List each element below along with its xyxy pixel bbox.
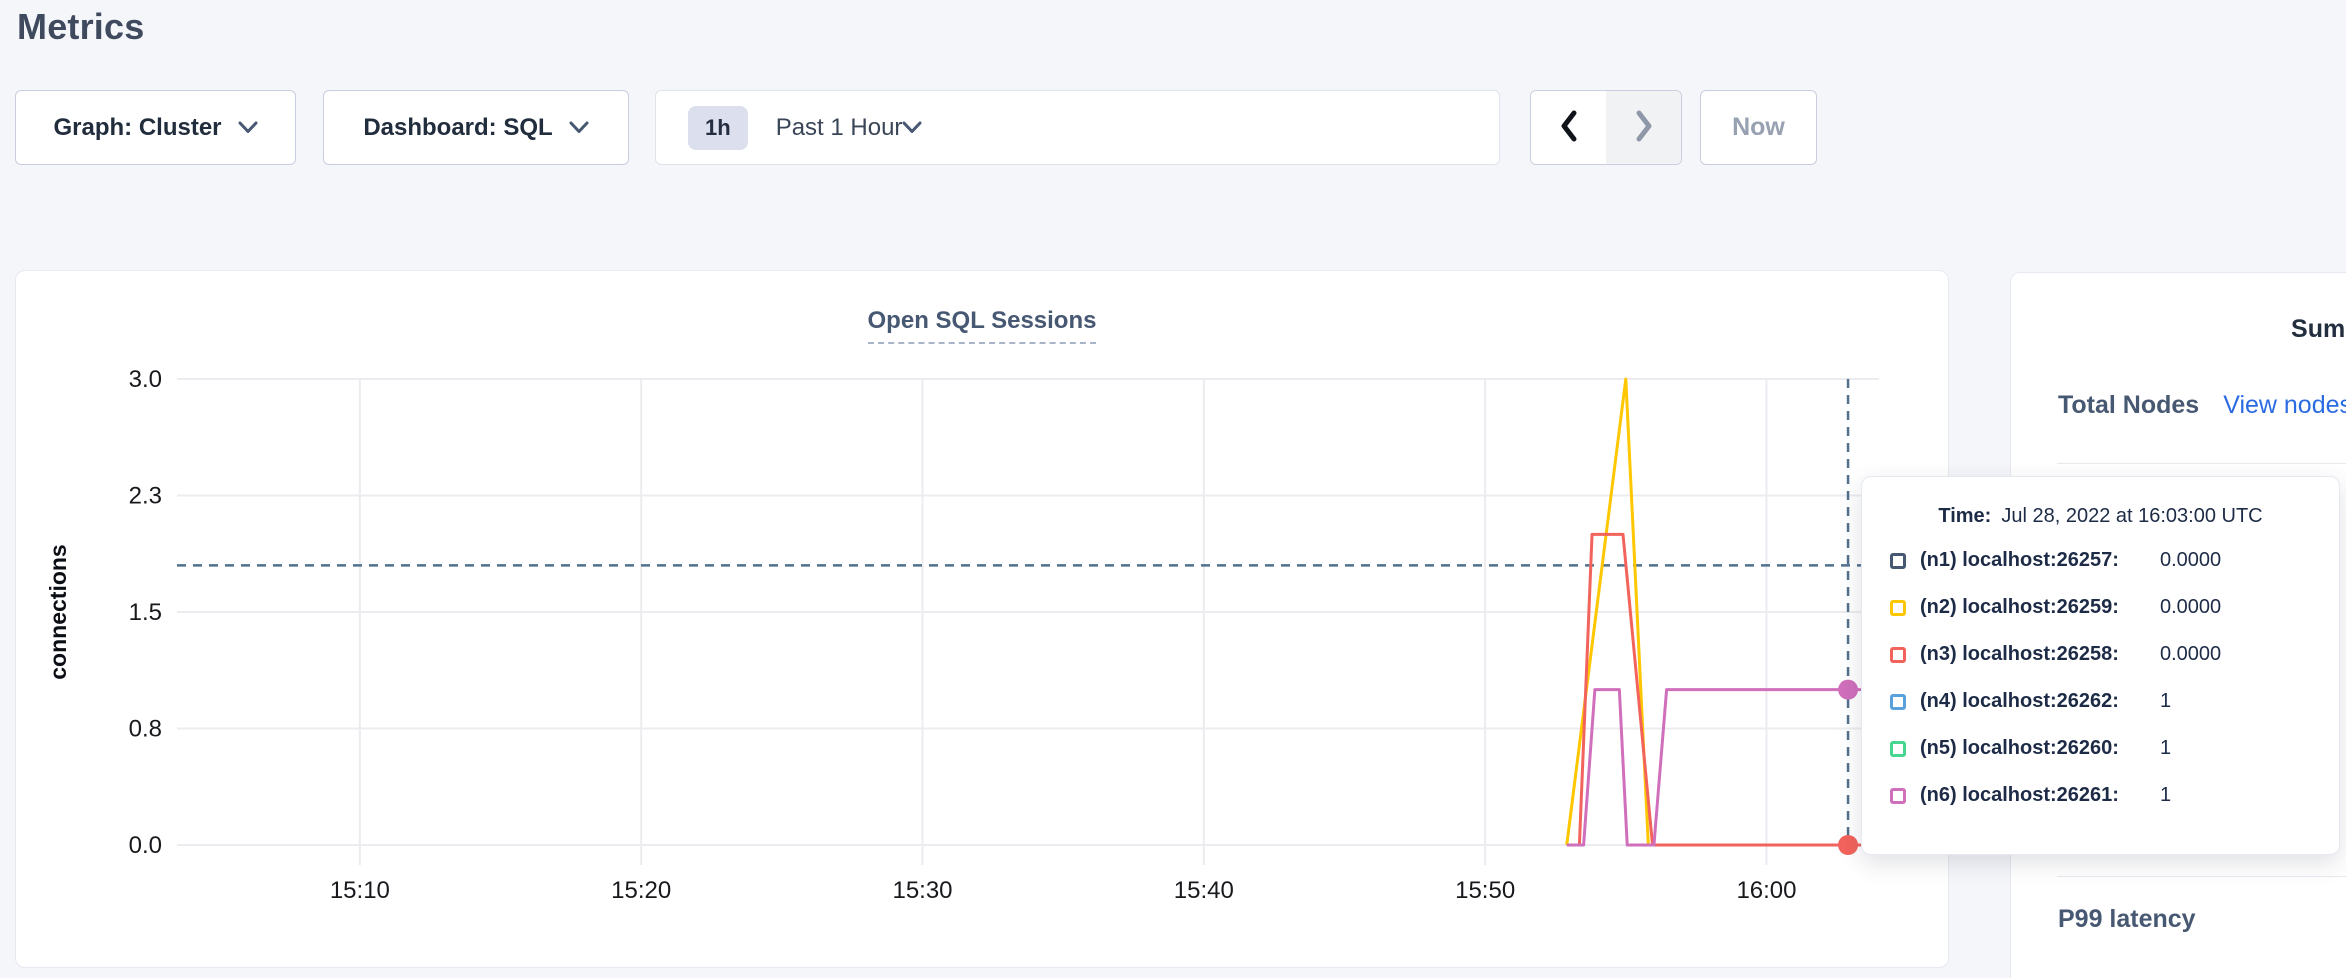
- x-tick-label: 15:20: [611, 877, 671, 904]
- tooltip-legend: (n1) localhost:26257: 0.0000 (n2) localh…: [1890, 537, 2311, 819]
- series-label: (n2) localhost:26259:: [1920, 596, 2119, 618]
- tooltip-time-value: Jul 28, 2022 at 16:03:00 UTC: [2001, 504, 2263, 527]
- series-value: 0.0000: [2160, 596, 2222, 618]
- series-value: 1: [2160, 690, 2172, 712]
- total-nodes-row: Total Nodes View nodes: [2058, 391, 2346, 420]
- series-value: 0.0000: [2160, 549, 2222, 571]
- y-tick-label: 0.8: [129, 716, 162, 743]
- series-label: (n1) localhost:26257:: [1920, 549, 2119, 571]
- dashboard-label: Dashboard: SQL: [363, 113, 553, 141]
- graph-scope-label: Graph: Cluster: [53, 113, 222, 141]
- crosshair-dot-n6: [1838, 679, 1859, 700]
- series-label: (n3) localhost:26258:: [1920, 643, 2119, 665]
- time-range-badge: 1h: [688, 105, 748, 150]
- x-tick-label: 16:00: [1736, 877, 1796, 904]
- series-label: (n5) localhost:26260:: [1920, 737, 2119, 759]
- x-tick-label: 15:50: [1455, 877, 1515, 904]
- time-pager: [1530, 90, 1682, 165]
- dashboard-dropdown[interactable]: Dashboard: SQL: [323, 90, 629, 165]
- x-tick-label: 15:40: [1174, 877, 1234, 904]
- tooltip-legend-row: (n5) localhost:26260: 1: [1890, 725, 2311, 772]
- view-nodes-link[interactable]: View nodes: [2223, 391, 2346, 419]
- series-color-swatch: [1890, 787, 1906, 804]
- chevron-down-icon: [569, 121, 589, 134]
- y-tick-label: 2.3: [129, 483, 162, 510]
- series-value: 1: [2160, 784, 2172, 806]
- chart-title[interactable]: Open SQL Sessions: [867, 307, 1097, 344]
- chevron-down-icon: [902, 121, 946, 134]
- series-color-swatch: [1890, 552, 1906, 569]
- chevron-down-icon: [238, 121, 258, 134]
- x-tick-label: 15:30: [892, 877, 952, 904]
- series-color-swatch: [1890, 740, 1906, 757]
- sidebar-divider: [2057, 876, 2346, 877]
- y-tick-label: 1.5: [129, 599, 162, 626]
- y-tick-label: 0.0: [129, 832, 162, 859]
- prev-time-button[interactable]: [1531, 91, 1606, 164]
- tooltip-legend-row: (n2) localhost:26259: 0.0000: [1890, 584, 2311, 631]
- tooltip-time-row: Time: Jul 28, 2022 at 16:03:00 UTC: [1890, 501, 2311, 531]
- series-line-n3: [1577, 532, 1879, 847]
- time-range-label: Past 1 Hour: [775, 113, 903, 141]
- summary-heading: Summary: [2291, 315, 2346, 343]
- series-color-swatch: [1890, 646, 1906, 663]
- series-label: (n6) localhost:26261:: [1920, 784, 2119, 806]
- sidebar-divider: [2057, 463, 2346, 464]
- series-color-swatch: [1890, 693, 1906, 710]
- tooltip-time-label: Time:: [1938, 504, 1992, 527]
- total-nodes-label: Total Nodes: [2058, 391, 2200, 419]
- tooltip-legend-row: (n6) localhost:26261: 1: [1890, 772, 2311, 819]
- chevron-right-icon: [1634, 110, 1654, 145]
- open-sql-sessions-chart[interactable]: 0.0 0.8 1.5 2.3 3.0 15:10 15:20 15:30 15:40 15:50…: [16, 271, 1950, 969]
- y-tick-label: 3.0: [129, 366, 162, 393]
- tooltip-legend-row: (n1) localhost:26257: 0.0000: [1890, 537, 2311, 584]
- x-tick-label: 15:10: [330, 877, 390, 904]
- y-axis-label: connections: [45, 544, 71, 679]
- now-button[interactable]: Now: [1700, 90, 1817, 165]
- chart-hover-tooltip: Time: Jul 28, 2022 at 16:03:00 UTC (n1) …: [1861, 476, 2340, 855]
- chevron-left-icon: [1559, 110, 1579, 145]
- tooltip-legend-row: (n4) localhost:26262: 1: [1890, 678, 2311, 725]
- next-time-button[interactable]: [1606, 91, 1681, 164]
- series-color-swatch: [1890, 599, 1906, 616]
- open-sql-sessions-card: Open SQL Sessions 0.0 0.8 1.5 2.3 3.0 15:10 15…: [15, 270, 1949, 968]
- series-value: 1: [2160, 737, 2172, 759]
- p99-latency-label: P99 latency: [2058, 905, 2196, 933]
- series-label: (n4) localhost:26262:: [1920, 690, 2119, 712]
- series-value: 0.0000: [2160, 643, 2222, 665]
- graph-scope-dropdown[interactable]: Graph: Cluster: [15, 90, 296, 165]
- time-range-select[interactable]: 1h Past 1 Hour: [655, 90, 1500, 165]
- tooltip-legend-row: (n3) localhost:26258: 0.0000: [1890, 631, 2311, 678]
- series-line-n6: [1566, 688, 1879, 847]
- crosshair-dot-n3: [1838, 835, 1859, 855]
- page-title: Metrics: [17, 6, 145, 47]
